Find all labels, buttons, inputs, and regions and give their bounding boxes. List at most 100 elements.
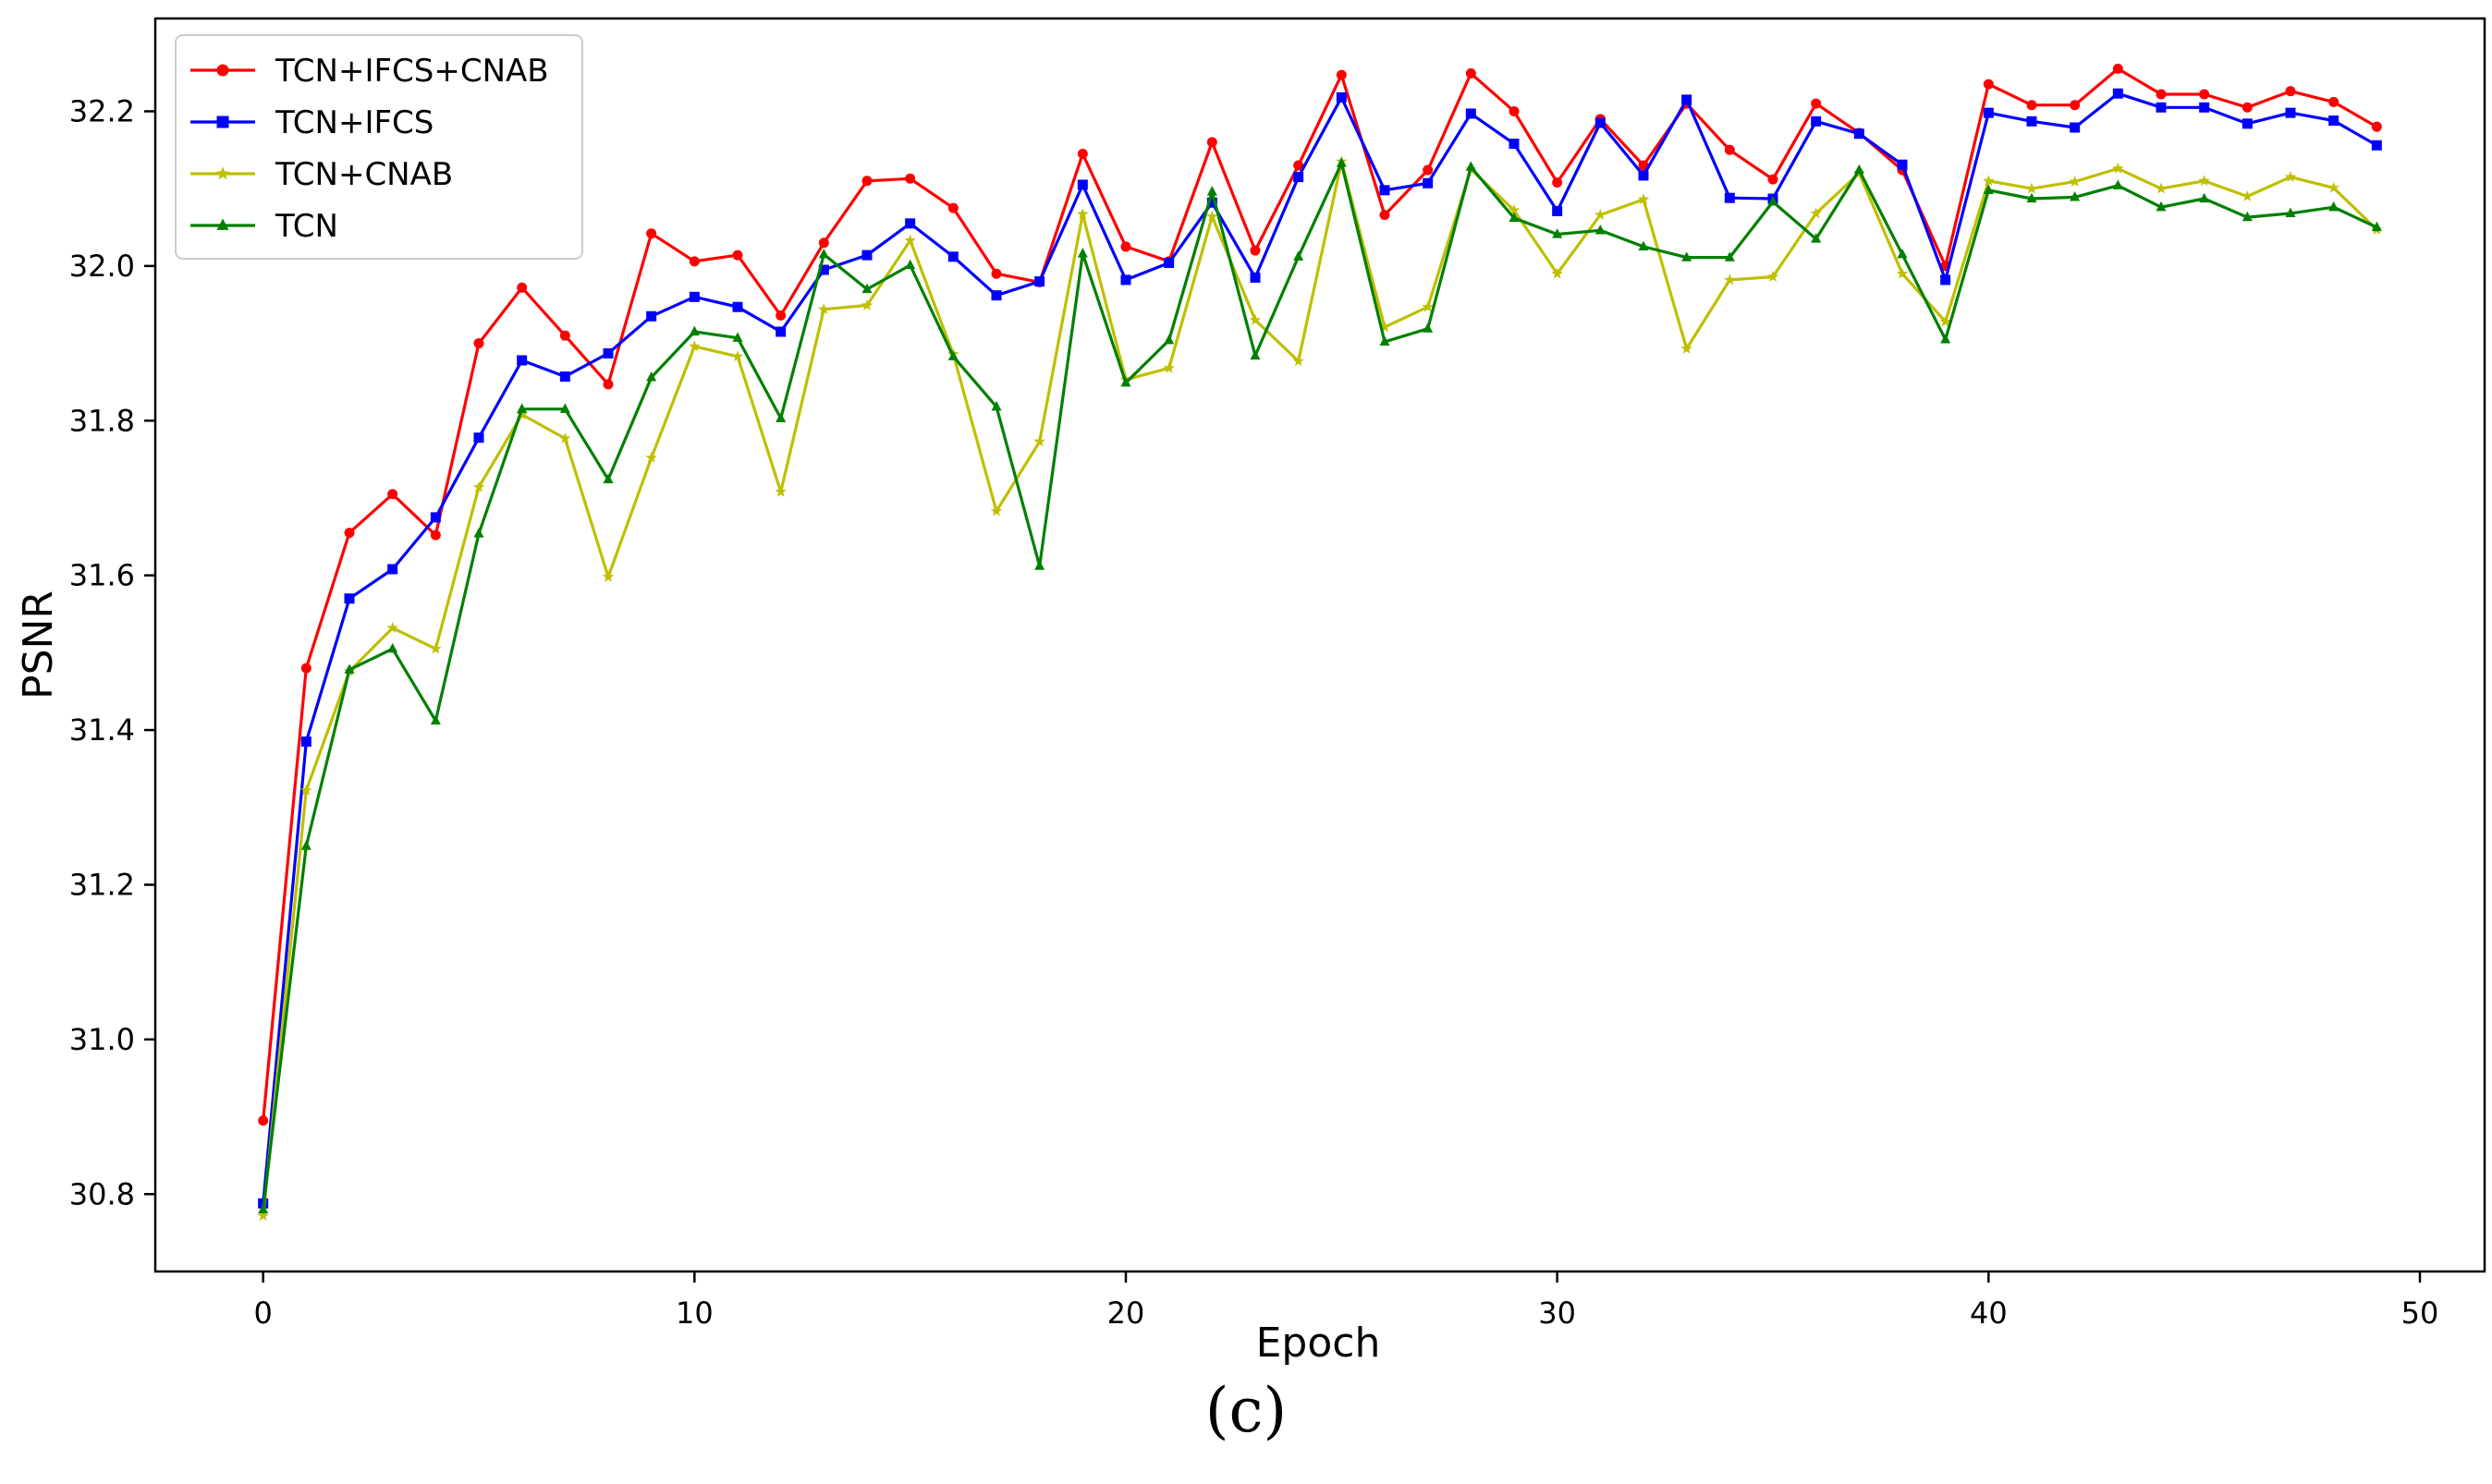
data-point-tcn	[2070, 191, 2081, 201]
data-point-tcn-cnab	[1680, 342, 1692, 354]
data-point-tcn	[1379, 335, 1390, 347]
data-point-tcn-cnab	[2242, 189, 2254, 201]
data-point-tcn-cnab	[1378, 321, 1391, 333]
data-point-tcn-ifcs-cnab	[905, 173, 916, 184]
axes-layer: 0 10 20 30 40 50 30.8 31.0 31.2 31.4 31.6 31.8 32.0…	[15, 17, 2486, 1367]
data-point-tcn-cnab	[2025, 182, 2038, 194]
data-point-tcn-ifcs	[1250, 272, 1261, 283]
data-point-tcn-cnab	[2327, 181, 2339, 193]
data-point-tcn-ifcs-cnab	[861, 176, 873, 187]
data-point-tcn-ifcs-cnab	[1250, 245, 1261, 256]
data-point-tcn-ifcs-cnab	[2328, 96, 2339, 107]
data-point-tcn-cnab	[1508, 204, 1521, 215]
series-line-tcn	[262, 161, 2377, 1210]
data-point-tcn	[2371, 221, 2382, 232]
psnr-line-chart: 0 10 20 30 40 50 30.8 31.0 31.2 31.4 31.6 31.8 32.0…	[15, 17, 2486, 1367]
data-point-tcn	[818, 248, 829, 259]
data-point-tcn	[1465, 161, 1476, 171]
data-point-tcn-cnab	[1077, 208, 1089, 220]
data-point-tcn-cnab	[386, 622, 398, 633]
data-point-tcn-ifcs-cnab	[732, 249, 743, 261]
data-point-tcn-ifcs	[1379, 185, 1390, 196]
data-point-tcn-ifcs	[1509, 139, 1520, 150]
data-point-tcn-ifcs	[1164, 258, 1175, 269]
data-point-tcn-ifcs	[387, 564, 398, 575]
data-point-tcn-cnab	[559, 432, 571, 444]
data-point-tcn	[344, 663, 355, 674]
data-point-tcn-ifcs	[1594, 117, 1606, 128]
series-line-tcn-ifcs-cnab	[262, 67, 2378, 1121]
series-line-tcn-ifcs	[262, 91, 2378, 1204]
data-point-tcn	[2112, 179, 2123, 189]
y-axis-ticks: 30.8 31.0 31.2 31.4 31.6 31.8 32.0 32.2	[69, 93, 155, 1211]
data-point-tcn-ifcs-cnab	[1767, 174, 1778, 185]
data-point-tcn	[2156, 201, 2167, 212]
data-point-tcn-ifcs	[646, 310, 657, 322]
data-point-tcn-cnab	[1249, 313, 1262, 325]
data-point-tcn	[947, 350, 959, 360]
data-point-tcn-ifcs	[1940, 274, 1951, 286]
data-point-tcn-ifcs	[905, 218, 916, 229]
data-point-tcn	[1509, 212, 1520, 223]
y-axis-label: PSNR	[15, 590, 62, 699]
data-point-tcn	[1594, 225, 1606, 235]
data-point-tcn	[1638, 240, 1649, 251]
data-point-tcn-ifcs-cnab	[300, 663, 312, 674]
data-point-tcn-ifcs-cnab	[603, 379, 614, 390]
data-point-tcn-ifcs	[1077, 179, 1088, 190]
data-point-tcn-ifcs	[732, 301, 743, 312]
data-point-tcn-ifcs	[2371, 140, 2382, 151]
x-tick-label: 50	[2401, 1295, 2439, 1331]
data-point-tcn	[1681, 251, 1692, 262]
data-point-tcn-ifcs-cnab	[1077, 148, 1088, 159]
data-point-tcn-ifcs	[1983, 107, 1994, 118]
legend-marker-tcn-ifcs-cnab	[216, 64, 229, 77]
x-tick-label: 20	[1107, 1295, 1145, 1331]
data-point-tcn-ifcs-cnab	[2285, 86, 2296, 97]
data-point-tcn-ifcs	[2112, 88, 2123, 99]
data-point-tcn-ifcs	[861, 249, 873, 261]
data-point-tcn	[2328, 201, 2339, 212]
data-point-tcn-ifcs	[1638, 170, 1649, 181]
legend-label-tcn-cnab: TCN+CNAB	[275, 156, 453, 193]
y-tick-label: 31.0	[69, 1022, 135, 1057]
data-point-tcn-ifcs-cnab	[1724, 144, 1735, 155]
data-point-tcn-cnab	[1422, 300, 1434, 312]
data-point-tcn	[1423, 322, 1434, 333]
figure-caption: (c)	[1204, 1375, 1288, 1446]
data-point-tcn-ifcs-cnab	[1983, 79, 1994, 90]
data-point-tcn-cnab	[472, 480, 485, 493]
data-point-tcn	[1293, 250, 1304, 261]
data-point-tcn-cnab	[516, 408, 528, 420]
data-point-tcn-ifcs	[689, 291, 700, 302]
data-point-tcn-ifcs	[603, 347, 614, 359]
data-point-tcn-ifcs	[947, 251, 959, 262]
data-point-tcn	[1034, 560, 1045, 570]
data-point-tcn-cnab	[2155, 182, 2168, 194]
data-point-tcn-cnab	[818, 303, 830, 315]
series-tcn	[258, 157, 2382, 1214]
data-point-tcn-ifcs-cnab	[559, 330, 570, 341]
x-tick-label: 10	[676, 1295, 714, 1331]
data-point-tcn-ifcs-cnab	[1811, 98, 1822, 109]
data-point-tcn	[1983, 184, 1994, 194]
data-point-tcn-cnab	[1896, 267, 1909, 279]
data-point-tcn-cnab	[1206, 210, 1218, 222]
data-point-tcn	[2026, 192, 2037, 203]
data-point-tcn	[2285, 207, 2296, 218]
legend: TCN+IFCS+CNAB TCN+IFCS TCN+CNAB TCN	[175, 34, 583, 260]
x-tick-label: 40	[1970, 1295, 2008, 1331]
data-point-tcn-ifcs	[473, 432, 484, 444]
data-point-tcn	[1077, 248, 1088, 258]
data-point-tcn-cnab	[1766, 271, 1779, 282]
data-point-tcn	[559, 403, 570, 413]
data-point-tcn-ifcs-cnab	[1206, 137, 1217, 148]
data-point-tcn-ifcs-cnab	[2199, 89, 2210, 100]
data-point-tcn-ifcs	[991, 290, 1002, 301]
data-point-tcn-ifcs-cnab	[1336, 69, 1347, 80]
data-point-tcn-ifcs-cnab	[1379, 210, 1390, 221]
y-tick-label: 32.2	[69, 93, 135, 128]
legend-box	[175, 34, 583, 260]
data-point-tcn-cnab	[1551, 267, 1563, 279]
data-point-tcn-ifcs-cnab	[818, 237, 829, 249]
